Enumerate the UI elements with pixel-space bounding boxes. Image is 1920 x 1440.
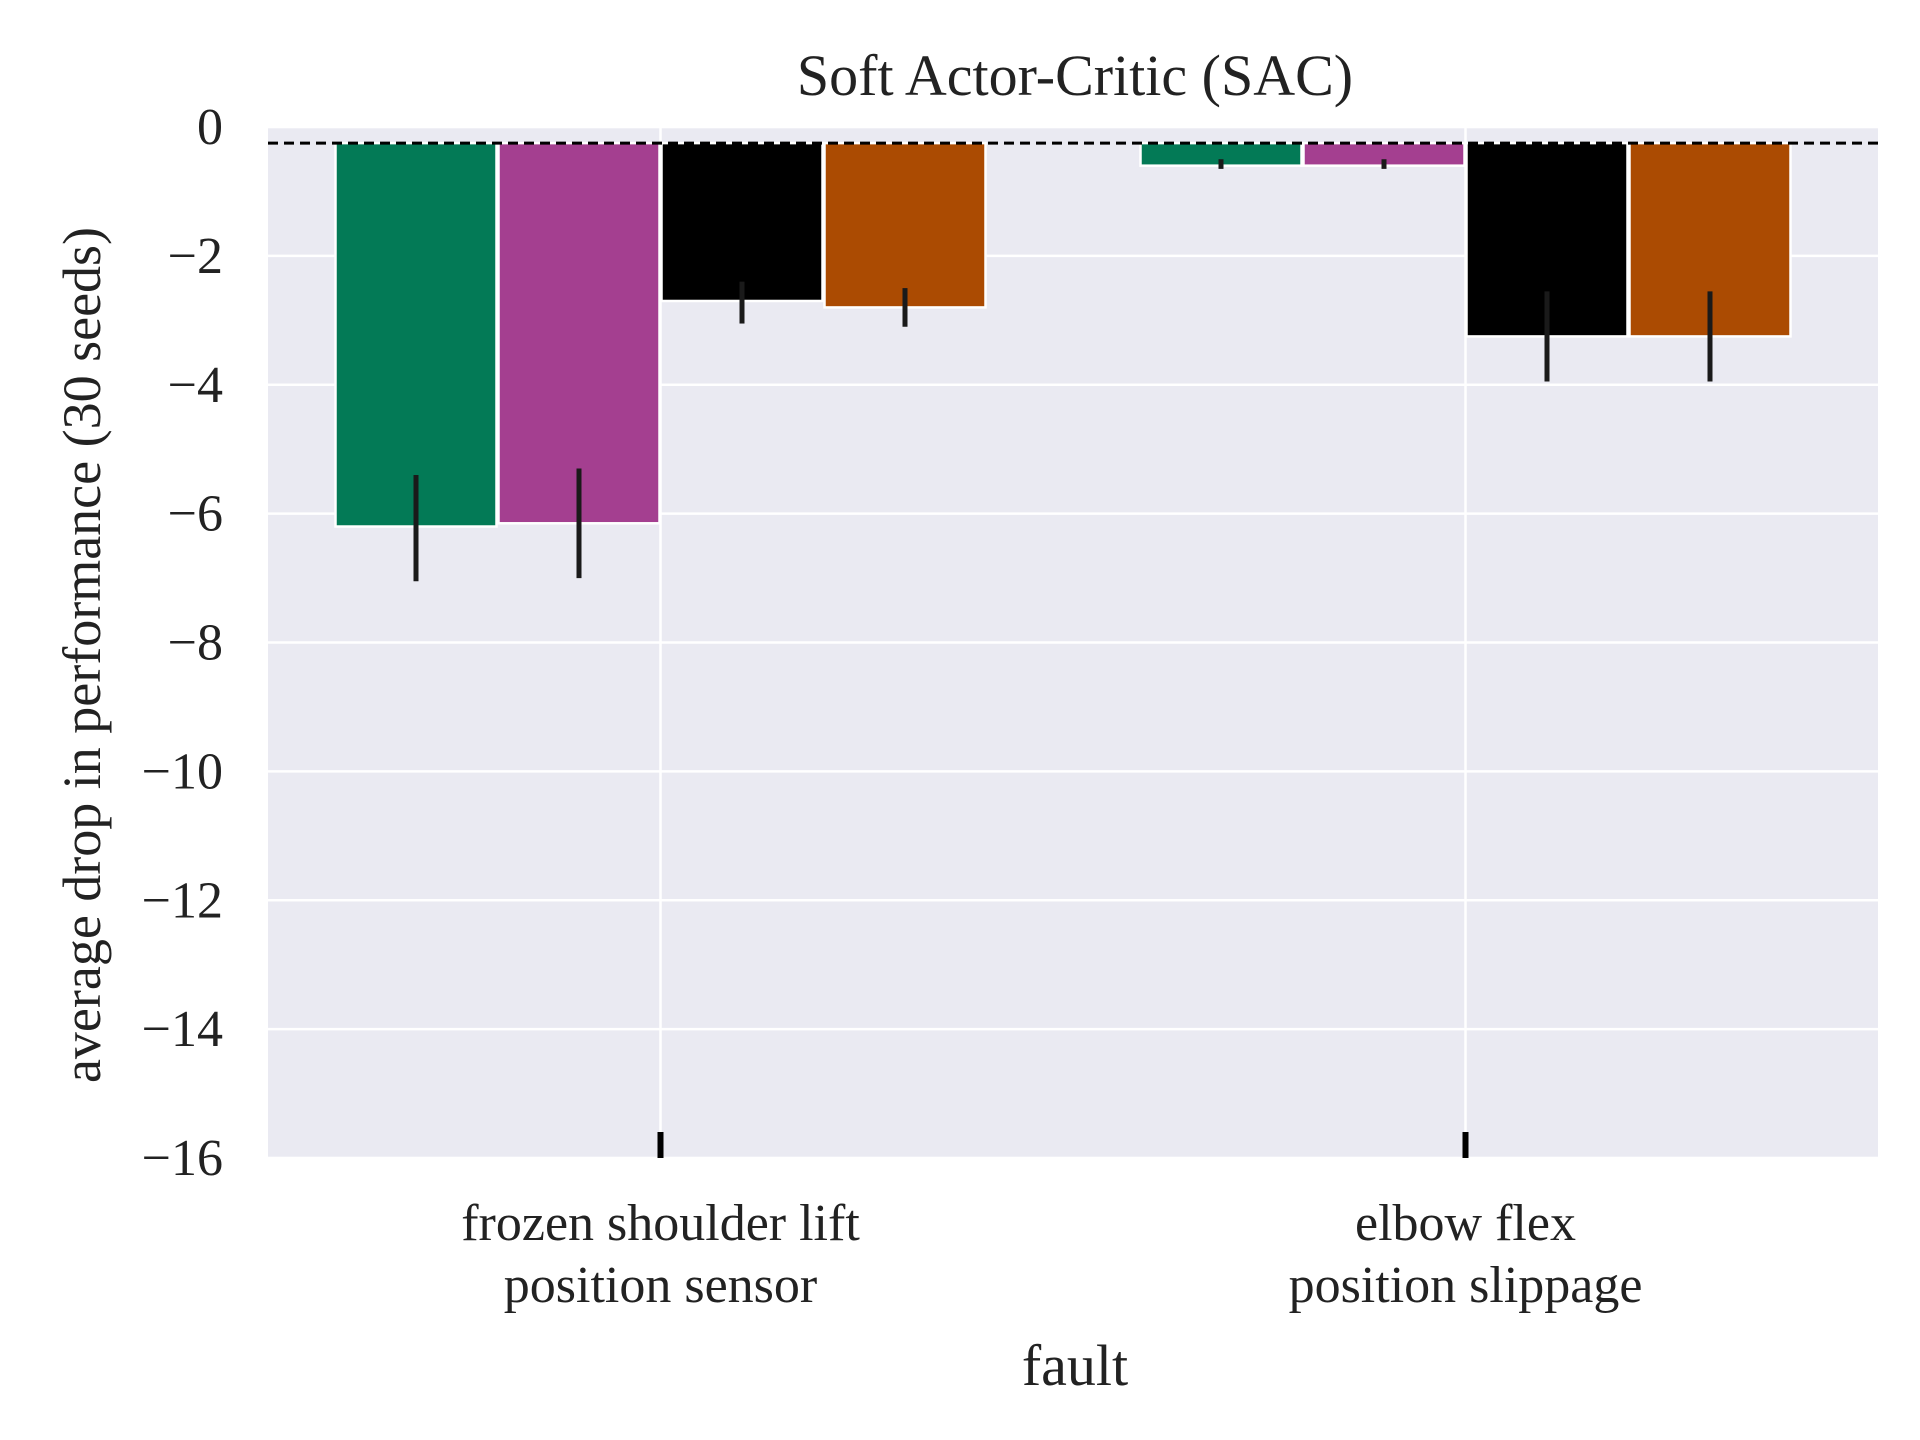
y-tick-label-1: −2 bbox=[168, 228, 223, 285]
y-tick-label-6: −12 bbox=[142, 872, 223, 929]
y-tick-label-4: −8 bbox=[168, 615, 223, 672]
bar-series3-cat0 bbox=[823, 141, 987, 309]
x-tick-label-0-line-1: position sensor bbox=[504, 1257, 817, 1314]
bar-series1-cat0 bbox=[497, 141, 661, 525]
x-tick-label-1-line-0: elbow flex bbox=[1355, 1195, 1576, 1252]
y-tick-label-3: −6 bbox=[168, 486, 223, 543]
bar-series0-cat0 bbox=[334, 141, 498, 528]
bars bbox=[334, 141, 1792, 528]
chart-title: Soft Actor-Critic (SAC) bbox=[797, 43, 1353, 108]
x-axis-label: fault bbox=[1022, 1333, 1128, 1398]
y-tick-label-7: −14 bbox=[142, 1001, 223, 1058]
x-tick-label-0-line-0: frozen shoulder lift bbox=[461, 1195, 860, 1252]
y-axis-ticks: 0 −2 −4 −6 −8 −10 −12 −14 −16 bbox=[142, 99, 223, 1187]
y-axis-label: average drop in performance (30 seeds) bbox=[52, 227, 112, 1083]
bar-series2-cat0 bbox=[660, 141, 824, 303]
y-tick-label-2: −4 bbox=[168, 357, 223, 414]
x-tick-label-1-line-1: position slippage bbox=[1289, 1257, 1643, 1314]
y-tick-label-0: 0 bbox=[197, 99, 223, 156]
y-tick-label-8: −16 bbox=[142, 1130, 223, 1187]
y-tick-label-5: −10 bbox=[142, 743, 223, 800]
error-bars bbox=[413, 159, 1713, 582]
